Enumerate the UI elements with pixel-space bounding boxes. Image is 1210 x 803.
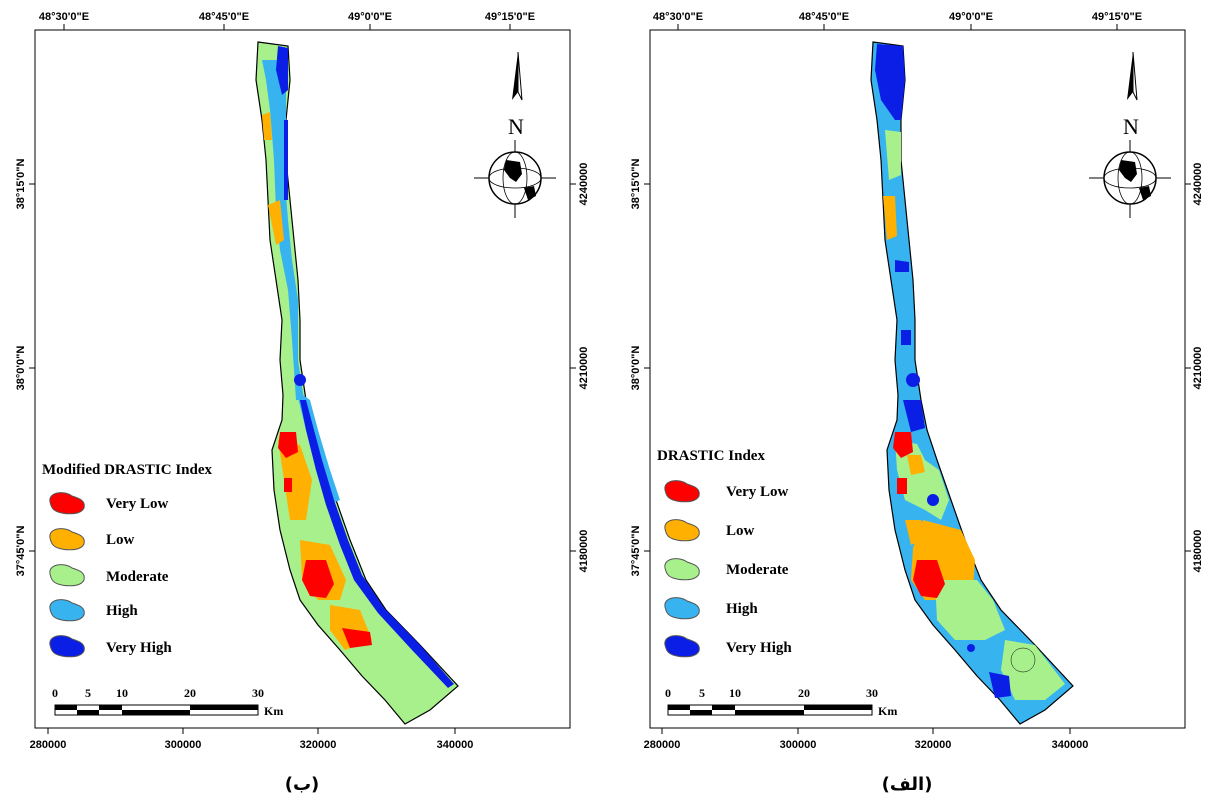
lat-label: 38°0'0"N <box>15 346 27 391</box>
easting-label: 320000 <box>300 739 337 751</box>
legend-swatch-low <box>664 519 700 542</box>
northing-label: 4210000 <box>1192 347 1204 390</box>
legend-label-very-high: Very High <box>106 640 172 656</box>
scale-bar: 0 5 10 20 30 Km <box>52 686 283 718</box>
globe-icon <box>474 140 556 218</box>
easting-label: 340000 <box>1052 739 1089 751</box>
lon-label: 49°0'0"E <box>348 11 392 23</box>
lon-label: 48°45'0"E <box>199 11 249 23</box>
legend-label-moderate: Moderate <box>726 562 789 578</box>
legend: Modified DRASTIC Index Very Low Low Mode… <box>42 462 213 658</box>
easting-label: 300000 <box>780 739 817 751</box>
scale-tick: 0 <box>52 686 58 700</box>
legend-title: Modified DRASTIC Index <box>42 462 213 478</box>
legend-title: DRASTIC Index <box>657 448 765 464</box>
panel-caption: (الف) <box>882 774 933 795</box>
legend-label-moderate: Moderate <box>106 569 169 585</box>
scale-tick: 20 <box>798 686 810 700</box>
easting-label: 300000 <box>165 739 202 751</box>
easting-label: 280000 <box>644 739 681 751</box>
legend-swatch-high <box>664 597 700 620</box>
northing-label: 4180000 <box>1192 530 1204 573</box>
lon-label: 48°30'0"E <box>39 11 89 23</box>
scale-tick: 10 <box>116 686 128 700</box>
lat-label: 37°45'0"N <box>630 526 642 577</box>
scale-tick: 0 <box>665 686 671 700</box>
easting-label: 280000 <box>30 739 67 751</box>
map-panel-modified-drastic: 48°30'0"E 48°45'0"E 49°0'0"E 49°15'0"E 3… <box>15 11 590 795</box>
map-svg-modified-drastic: 48°30'0"E 48°45'0"E 49°0'0"E 49°15'0"E 3… <box>15 11 590 795</box>
easting-label: 340000 <box>437 739 474 751</box>
legend-label-very-low: Very Low <box>106 496 169 512</box>
northing-label: 4210000 <box>578 347 590 390</box>
scale-unit: Km <box>264 704 283 718</box>
legend-label-very-low: Very Low <box>726 484 789 500</box>
scale-tick: 30 <box>866 686 878 700</box>
scale-unit: Km <box>878 704 897 718</box>
legend-label-low: Low <box>726 523 755 539</box>
legend-label-high: High <box>106 603 138 619</box>
lat-label: 38°15'0"N <box>630 159 642 210</box>
map-panel-drastic: 48°30'0"E 48°45'0"E 49°0'0"E 49°15'0"E 3… <box>605 0 1210 803</box>
legend-label-low: Low <box>106 532 135 548</box>
legend-swatch-moderate <box>49 564 85 587</box>
scale-tick: 10 <box>729 686 741 700</box>
panel-caption: (ب) <box>285 774 320 795</box>
lat-label: 38°15'0"N <box>15 159 27 210</box>
scale-tick: 20 <box>184 686 196 700</box>
scale-tick: 30 <box>252 686 264 700</box>
legend-swatch-very-low <box>49 492 85 515</box>
legend-swatch-moderate <box>664 558 700 581</box>
northing-label: 4240000 <box>578 163 590 206</box>
north-arrow-icon: N <box>1123 51 1139 139</box>
legend-swatch-very-low <box>664 480 700 503</box>
lon-label: 48°45'0"E <box>799 11 849 23</box>
map-svg-drastic: 48°30'0"E 48°45'0"E 49°0'0"E 49°15'0"E 3… <box>630 11 1204 795</box>
legend: DRASTIC Index Very Low Low Moderate High… <box>657 448 792 658</box>
legend-label-very-high: Very High <box>726 640 792 656</box>
north-arrow-icon: N <box>508 51 524 139</box>
lon-label: 49°15'0"E <box>1092 11 1142 23</box>
scale-bar: 0 5 10 20 30 Km <box>665 686 897 718</box>
northing-label: 4240000 <box>1192 163 1204 206</box>
globe-icon <box>1089 140 1171 218</box>
study-area-map <box>255 41 459 725</box>
lat-label: 38°0'0"N <box>630 346 642 391</box>
legend-swatch-very-high <box>664 635 700 658</box>
scale-tick: 5 <box>699 686 705 700</box>
legend-label-high: High <box>726 601 758 617</box>
northing-label: 4180000 <box>578 530 590 573</box>
legend-swatch-high <box>49 599 85 622</box>
lon-label: 49°0'0"E <box>949 11 993 23</box>
legend-swatch-low <box>49 528 85 551</box>
easting-label: 320000 <box>915 739 952 751</box>
north-label: N <box>1123 114 1139 139</box>
legend-swatch-very-high <box>49 635 85 658</box>
lon-label: 48°30'0"E <box>653 11 703 23</box>
lat-label: 37°45'0"N <box>15 526 27 577</box>
scale-tick: 5 <box>85 686 91 700</box>
north-label: N <box>508 114 524 139</box>
lon-label: 49°15'0"E <box>485 11 535 23</box>
study-area-map <box>870 41 1074 725</box>
